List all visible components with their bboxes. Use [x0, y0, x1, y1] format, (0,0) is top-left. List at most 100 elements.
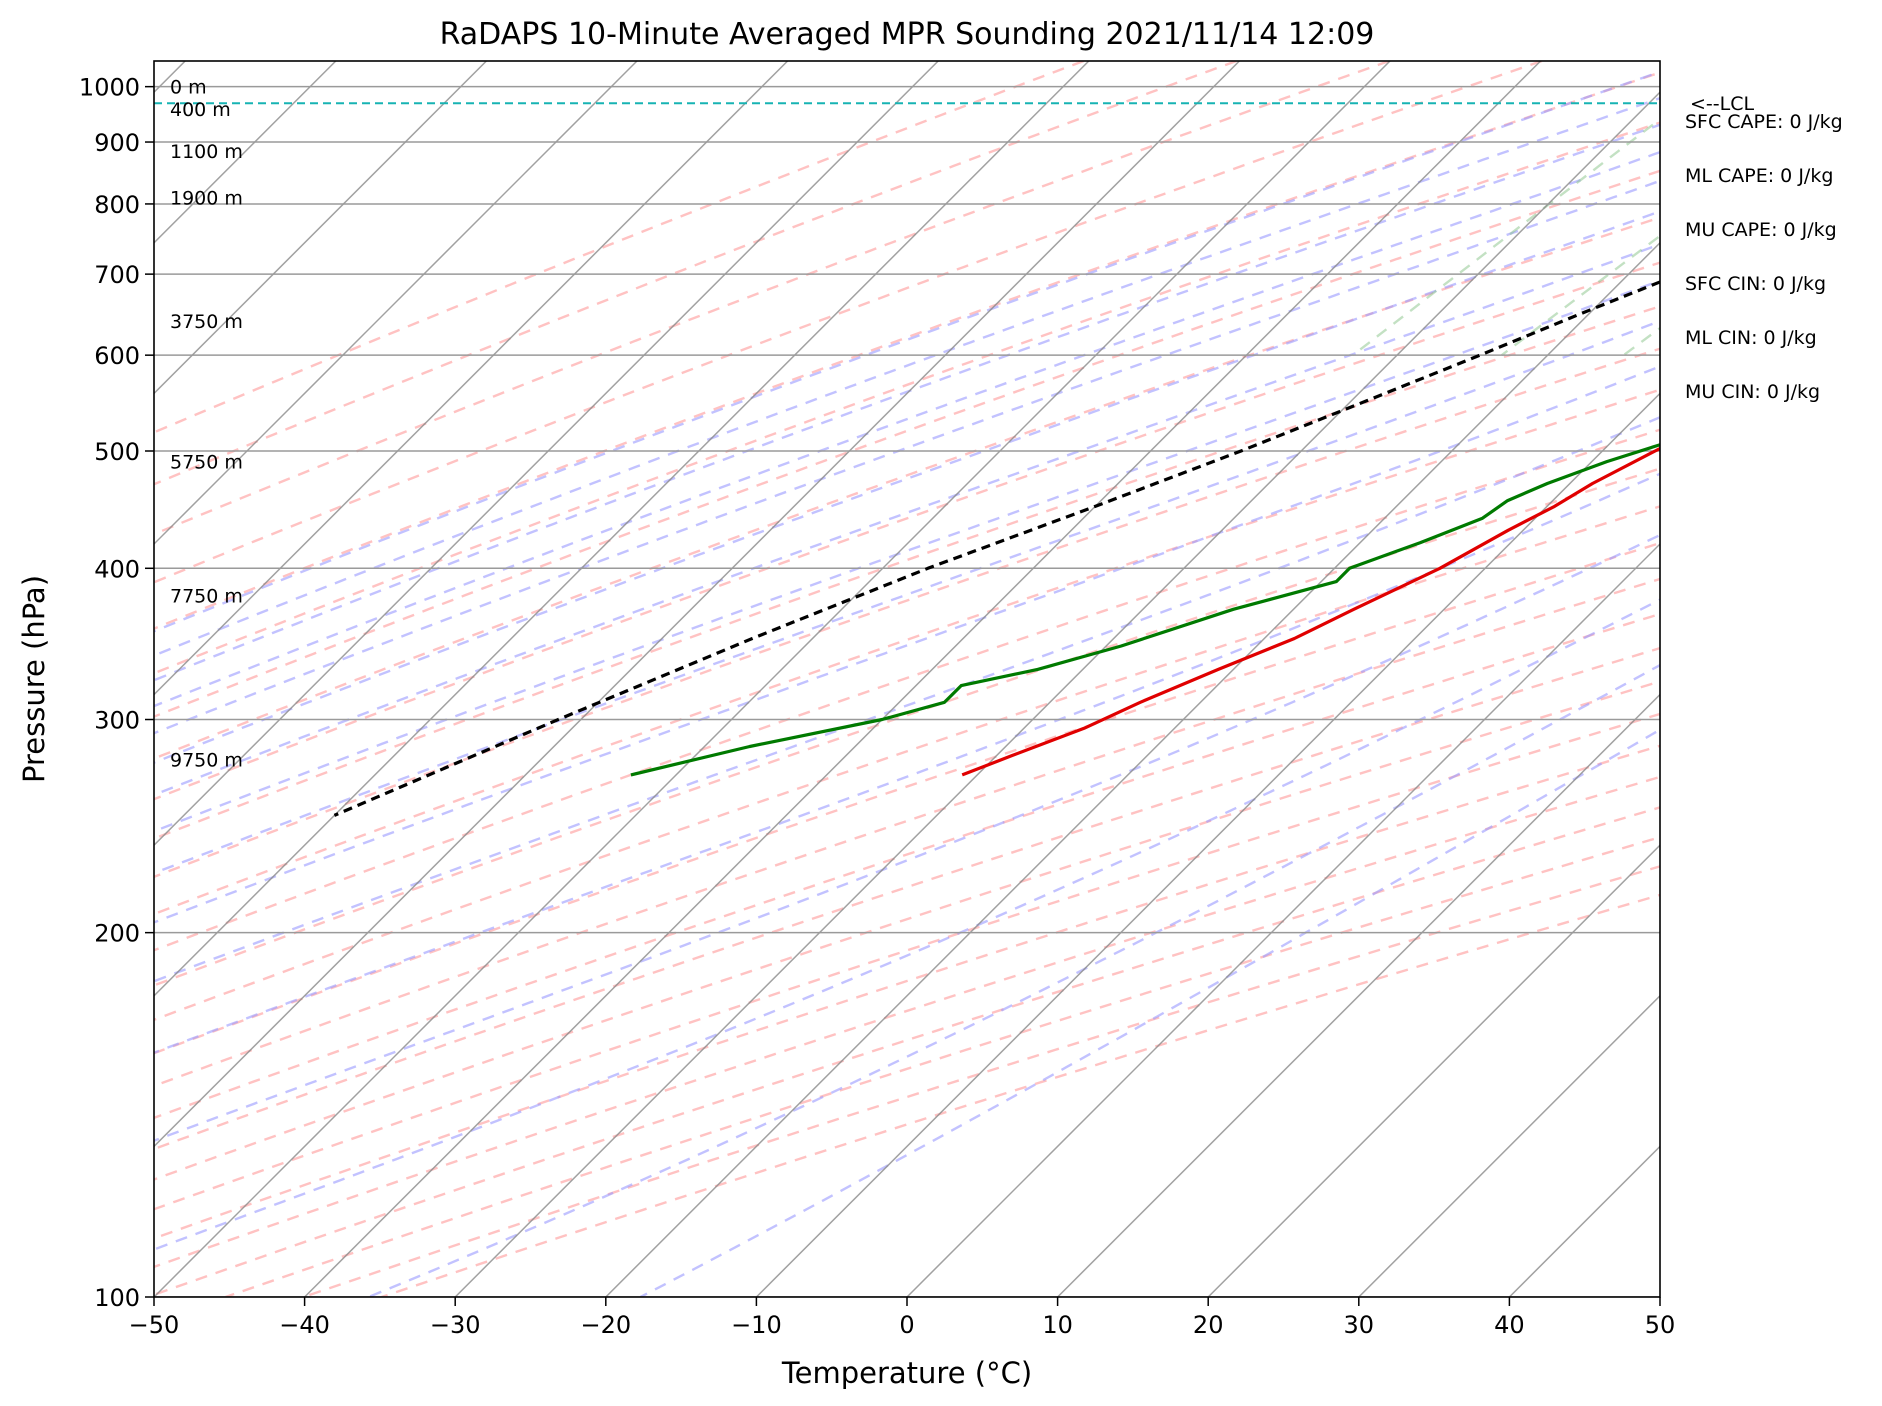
dry-adiabat — [154, 541, 1660, 1055]
axis-ticks: −50 −40 −30 −20 −10 0 10 20 30 40 50 1000 900 800 700 6… — [79, 74, 1675, 1339]
dry-adiabat — [154, 61, 1085, 434]
x-tick-label: −20 — [580, 1311, 631, 1339]
temperature-profile — [961, 446, 1660, 777]
y-tick-label: 500 — [94, 438, 140, 466]
x-axis-label: Temperature (°C) — [781, 1356, 1032, 1390]
dry-adiabat — [154, 121, 1660, 675]
isotherm — [154, 61, 1240, 1148]
x-tick-label: 20 — [1193, 1311, 1224, 1339]
isotherm — [154, 61, 1090, 997]
moist-adiabat — [154, 123, 1660, 682]
dry-adiabat — [154, 428, 1660, 952]
y-tick-label: 600 — [94, 342, 140, 370]
x-tick-label: 40 — [1494, 1311, 1525, 1339]
height-label: 1100 m — [170, 141, 243, 163]
isotherm — [154, 61, 789, 696]
moist-adiabat — [154, 279, 1660, 833]
y-tick-label: 300 — [94, 707, 140, 735]
y-tick-label: 800 — [94, 191, 140, 219]
stability-indices: SFC CAPE: 0 J/kg ML CAPE: 0 J/kg MU CAPE: … — [1685, 111, 1843, 403]
height-label: 3750 m — [170, 311, 243, 333]
isotherm — [906, 542, 1660, 1297]
y-axis-label: Pressure (hPa) — [17, 575, 51, 783]
height-label: 400 m — [170, 99, 231, 121]
dry-adiabat — [154, 61, 1390, 536]
height-label: 0 m — [170, 77, 207, 99]
isotherm — [154, 61, 939, 847]
mixing-ratio-line — [1500, 234, 1660, 357]
isotherm — [154, 61, 1391, 1297]
isotherm — [1659, 1295, 1660, 1297]
background-lines — [154, 61, 1882, 1297]
dewpoint-profile — [630, 443, 1660, 777]
y-tick-label: 200 — [94, 920, 140, 948]
y-tick-label: 400 — [94, 555, 140, 583]
y-tick-label: 900 — [94, 129, 140, 157]
moist-adiabat — [154, 70, 1660, 633]
stat-label: ML CAPE: 0 J/kg — [1685, 165, 1833, 187]
dry-adiabat — [154, 261, 1660, 801]
moist-adiabat — [154, 415, 1660, 983]
x-tick-label: −40 — [279, 1311, 330, 1339]
dry-adiabat — [154, 680, 1660, 1181]
x-tick-label: −10 — [731, 1311, 782, 1339]
stat-label: ML CIN: 0 J/kg — [1685, 327, 1817, 349]
moist-adiabat — [154, 210, 1660, 764]
moist-adiabat — [639, 728, 1660, 1297]
moist-adiabat — [154, 96, 1660, 657]
isotherm — [1508, 1145, 1660, 1297]
x-tick-label: 0 — [899, 1311, 914, 1339]
isotherm — [304, 61, 1542, 1297]
isotherm — [1207, 844, 1660, 1297]
moist-adiabat — [154, 150, 1660, 708]
dry-adiabat — [154, 775, 1660, 1269]
isotherm — [755, 392, 1660, 1297]
height-label: 7750 m — [170, 585, 243, 607]
moist-adiabat — [154, 598, 1660, 1251]
x-tick-label: 10 — [1042, 1311, 1073, 1339]
moist-adiabat — [154, 319, 1660, 875]
height-label: 5750 m — [170, 452, 243, 474]
dry-adiabat — [154, 388, 1660, 916]
dry-adiabat — [154, 216, 1660, 760]
height-label: 1900 m — [170, 187, 243, 209]
dry-adiabat — [154, 71, 1660, 630]
x-tick-label: −50 — [129, 1311, 180, 1339]
mixing-ratio-line — [1799, 61, 1882, 355]
moist-adiabat — [154, 472, 1660, 1054]
moist-adiabat — [154, 365, 1660, 924]
isotherm — [1358, 994, 1660, 1297]
stat-label: MU CIN: 0 J/kg — [1685, 381, 1820, 403]
x-tick-label: 30 — [1344, 1311, 1375, 1339]
dry-adiabat — [154, 646, 1660, 1151]
lcl-label: <--LCL — [1690, 93, 1754, 115]
isotherm — [1057, 693, 1660, 1297]
stat-label: SFC CAPE: 0 J/kg — [1685, 111, 1843, 133]
x-tick-label: −30 — [430, 1311, 481, 1339]
y-tick-label: 700 — [94, 261, 140, 289]
y-tick-label: 100 — [94, 1284, 140, 1312]
y-tick-label: 1000 — [79, 74, 140, 102]
mixing-ratio-line — [1352, 117, 1660, 357]
dry-adiabat — [154, 744, 1660, 1240]
chart-title: RaDAPS 10-Minute Averaged MPR Sounding 2… — [440, 17, 1375, 52]
sounding-profiles — [333, 280, 1660, 817]
stat-label: SFC CIN: 0 J/kg — [1685, 273, 1826, 295]
isotherm — [154, 61, 638, 546]
stat-label: MU CAPE: 0 J/kg — [1685, 219, 1837, 241]
moist-adiabat — [368, 663, 1660, 1297]
x-tick-label: 50 — [1645, 1311, 1676, 1339]
dry-adiabat — [154, 169, 1660, 718]
isotherm — [454, 91, 1660, 1297]
dry-adiabat — [154, 61, 1543, 584]
dry-adiabat — [154, 61, 1237, 486]
height-label: 9750 m — [170, 750, 243, 772]
dry-adiabat — [154, 577, 1660, 1088]
parcel-profile — [333, 280, 1660, 817]
moist-adiabat — [154, 243, 1660, 797]
dry-adiabat — [154, 305, 1660, 840]
isotherm — [605, 241, 1660, 1297]
isotherm — [154, 61, 487, 395]
